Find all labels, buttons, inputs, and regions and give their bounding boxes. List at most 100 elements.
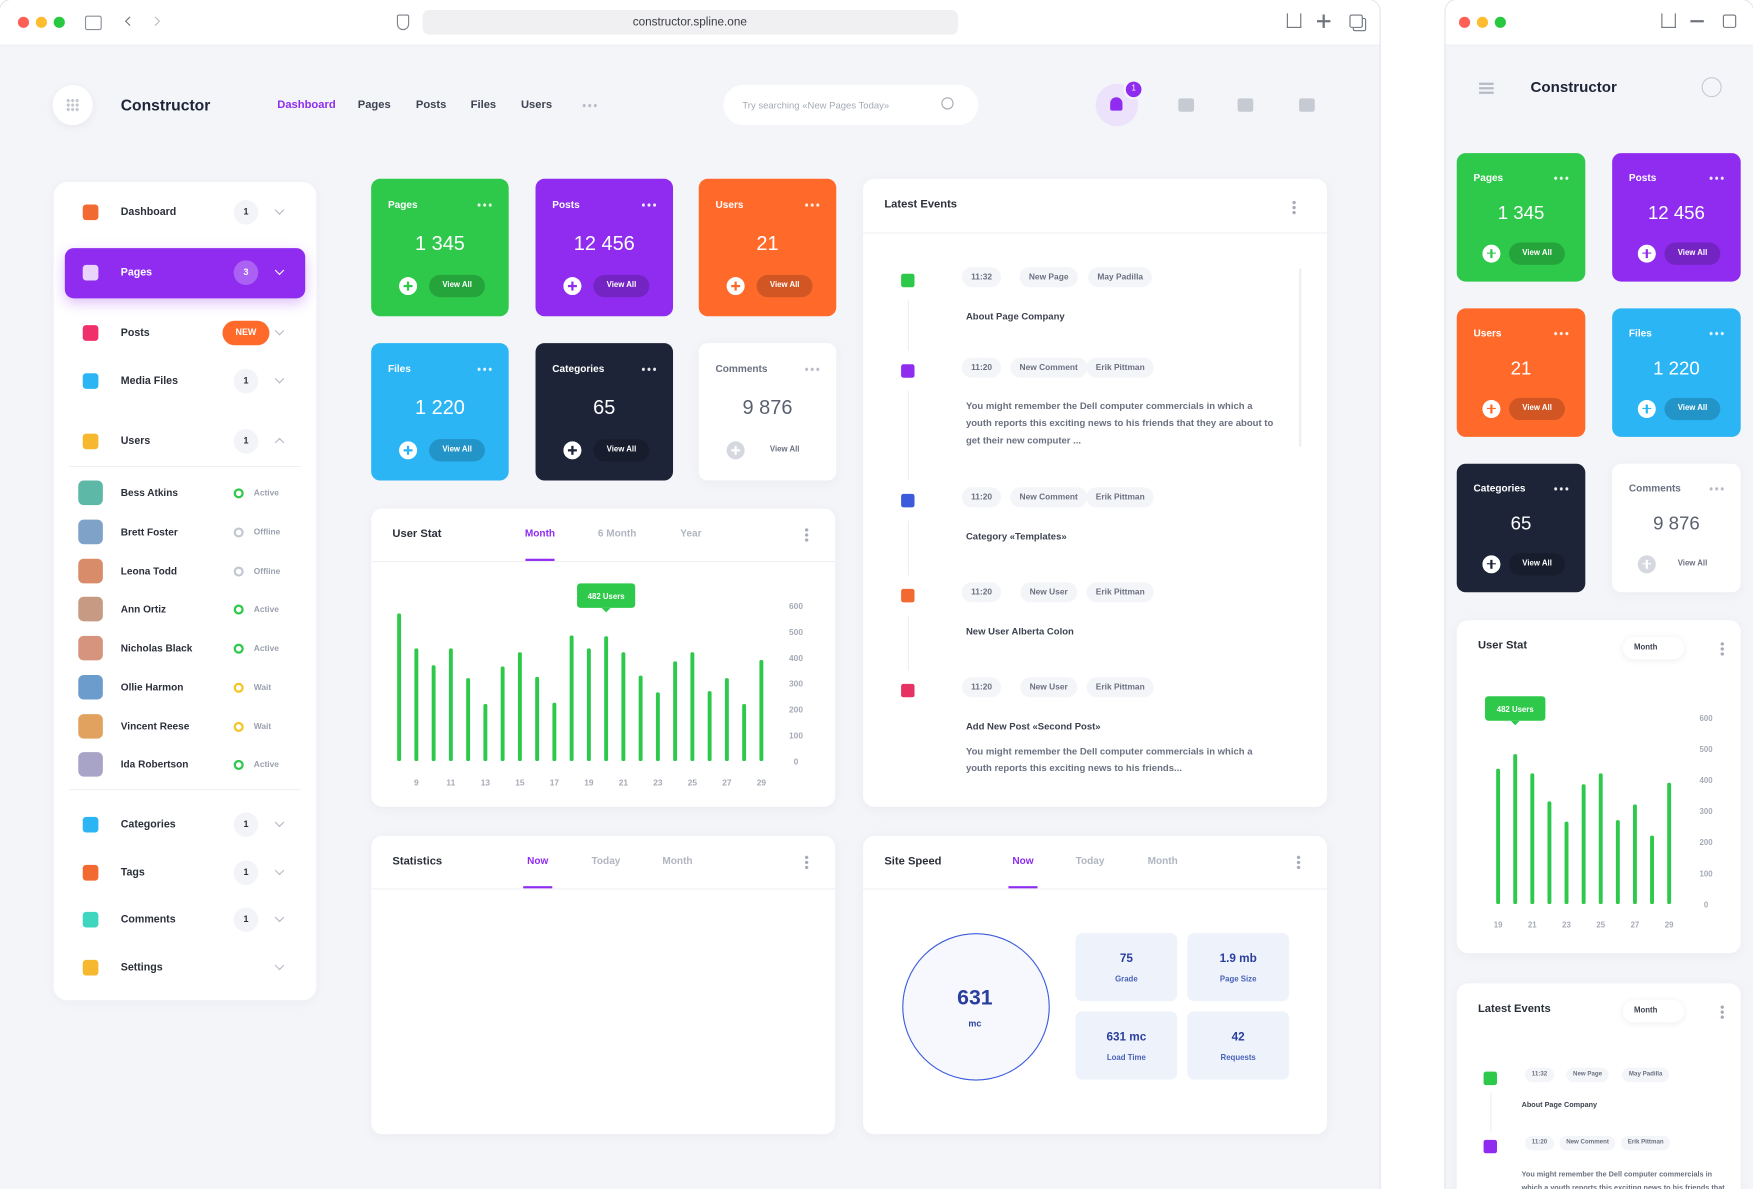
view-all-button[interactable]: View All [769, 445, 800, 454]
tab[interactable]: 6 Month [597, 527, 637, 539]
toolbar-icon[interactable] [1299, 98, 1315, 112]
panel-menu[interactable] [1720, 1004, 1724, 1020]
chevron[interactable] [274, 912, 285, 923]
card-menu[interactable] [1708, 176, 1724, 180]
menu-label[interactable]: Pages [120, 266, 153, 279]
tabs-button[interactable] [1722, 14, 1737, 28]
chevron[interactable] [274, 326, 285, 336]
zoom-button[interactable] [53, 16, 65, 28]
card-menu[interactable] [476, 368, 492, 372]
menu-button[interactable] [1467, 75, 1507, 100]
panel-menu[interactable] [1296, 854, 1301, 870]
user-name[interactable]: Leona Todd [120, 564, 178, 577]
search-box[interactable]: Try searching «New Pages Today» [723, 84, 979, 126]
panel-menu[interactable] [1292, 200, 1296, 215]
user-name[interactable]: Nicholas Black [120, 642, 193, 654]
sidebar-toggle[interactable] [84, 15, 102, 31]
share-button[interactable] [1661, 13, 1676, 28]
tab[interactable]: Today [591, 854, 621, 867]
view-all-button[interactable]: View All [1508, 397, 1566, 420]
view-all-button[interactable]: View All [1664, 242, 1721, 265]
user-name[interactable]: Ann Ortiz [120, 603, 167, 615]
logo-button[interactable] [52, 84, 93, 126]
chevron[interactable] [274, 865, 285, 876]
view-all-button[interactable]: View All [1508, 242, 1566, 265]
event-glyph [901, 588, 915, 603]
close-button[interactable] [17, 16, 30, 28]
user-name[interactable]: Ida Robertson [120, 759, 189, 771]
chevron[interactable] [274, 437, 285, 448]
panel-menu[interactable] [804, 527, 809, 542]
card-menu[interactable] [803, 368, 820, 372]
tab[interactable]: Now [527, 854, 549, 867]
nav-link[interactable]: Dashboard [277, 98, 336, 112]
view-all-button[interactable]: View All [593, 439, 650, 462]
panel-menu[interactable] [1720, 641, 1724, 656]
view-all-button[interactable]: View All [1677, 559, 1708, 568]
card-menu[interactable] [476, 203, 492, 208]
new-tab-button[interactable] [1322, 14, 1325, 28]
card-menu[interactable] [640, 368, 657, 372]
menu-label[interactable]: Comments [120, 913, 176, 926]
active-item[interactable] [64, 248, 306, 299]
chevron[interactable] [274, 205, 285, 215]
profile-button[interactable] [1701, 77, 1722, 98]
new-tab-button[interactable] [1690, 20, 1704, 22]
menu-label[interactable]: Users [120, 435, 151, 448]
minimize-button[interactable] [35, 16, 47, 28]
tab[interactable]: Today [1075, 854, 1105, 867]
close-button[interactable] [1458, 16, 1471, 28]
minimize-button[interactable] [1476, 16, 1489, 28]
share-button[interactable] [1286, 13, 1302, 28]
user-name[interactable]: Brett Foster [120, 526, 178, 538]
menu-label[interactable]: Dashboard [120, 206, 177, 219]
tabs-button[interactable] [1349, 14, 1363, 28]
card-menu[interactable] [1708, 331, 1724, 336]
tab[interactable]: Now [1012, 854, 1034, 867]
card-menu[interactable] [640, 203, 657, 208]
view-all-button[interactable]: View All [428, 274, 486, 298]
menu-label[interactable]: Categories [120, 818, 176, 831]
period-dropdown[interactable]: Month [1622, 1000, 1685, 1023]
menu-badge: 1 [233, 368, 259, 394]
tab[interactable]: Month [1147, 854, 1178, 867]
nav-link[interactable]: Files [470, 98, 497, 112]
menu-label[interactable]: Media Files [120, 374, 179, 388]
view-all-button[interactable]: View All [756, 274, 813, 298]
user-name[interactable]: Bess Atkins [120, 487, 178, 499]
view-all-button[interactable]: View All [1664, 397, 1721, 420]
chevron[interactable] [274, 374, 285, 384]
zoom-button[interactable] [1494, 16, 1506, 28]
card-menu[interactable] [803, 203, 820, 208]
user-name[interactable]: Vincent Reese [120, 720, 190, 732]
tab[interactable]: Month [662, 854, 693, 867]
menu-label[interactable]: Tags [120, 866, 145, 879]
menu-label[interactable]: Settings [120, 961, 163, 974]
nav-link[interactable]: Pages [357, 98, 391, 112]
panel-menu[interactable] [804, 854, 809, 870]
toolbar-icon[interactable] [1237, 98, 1254, 112]
nav-link[interactable]: Users [520, 98, 553, 112]
tab[interactable]: Year [680, 527, 702, 539]
user-name[interactable]: Ollie Harmon [120, 681, 184, 693]
card-menu[interactable] [1708, 487, 1724, 491]
card-menu[interactable] [1552, 331, 1569, 336]
period-dropdown[interactable]: Month [1622, 636, 1685, 660]
tab[interactable]: Month [524, 527, 556, 539]
forward-button[interactable] [150, 16, 161, 26]
menu-badge: 3 [233, 260, 259, 285]
card-menu[interactable] [1552, 176, 1569, 180]
tab-underline [525, 558, 555, 561]
toolbar-icon[interactable] [1178, 98, 1195, 112]
chevron[interactable] [274, 817, 285, 828]
back-button[interactable] [124, 16, 135, 26]
nav-link[interactable]: Posts [415, 98, 447, 112]
menu-label[interactable]: Posts [120, 326, 150, 340]
more-nav[interactable] [581, 103, 598, 108]
view-all-button[interactable]: View All [1508, 552, 1566, 576]
view-all-button[interactable]: View All [593, 274, 650, 298]
card-menu[interactable] [1552, 487, 1569, 491]
chevron[interactable] [274, 960, 285, 971]
address-bar[interactable]: constructor.spline.one [422, 10, 959, 35]
view-all-button[interactable]: View All [428, 439, 486, 462]
